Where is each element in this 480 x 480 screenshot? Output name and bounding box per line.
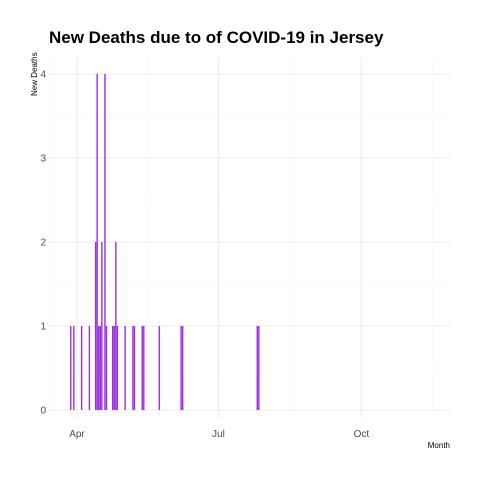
bar bbox=[70, 326, 72, 410]
bar bbox=[94, 242, 97, 410]
bar bbox=[113, 326, 115, 410]
grid bbox=[49, 57, 450, 418]
bar bbox=[258, 326, 260, 410]
bar bbox=[88, 326, 91, 410]
bar bbox=[96, 74, 98, 410]
bar bbox=[180, 326, 182, 410]
bar bbox=[133, 326, 136, 410]
bar bbox=[124, 326, 126, 410]
x-tick-label: Oct bbox=[354, 429, 370, 440]
bar bbox=[141, 326, 143, 410]
x-tick-labels: Apr Jul Oct bbox=[69, 429, 369, 440]
bar bbox=[112, 326, 114, 410]
bar bbox=[104, 74, 106, 410]
y-tick-labels: 0 1 2 3 4 bbox=[40, 70, 46, 417]
bars bbox=[70, 74, 260, 410]
bar bbox=[143, 326, 145, 410]
bar bbox=[99, 326, 101, 410]
y-tick-label: 1 bbox=[40, 322, 46, 333]
bar bbox=[105, 326, 108, 410]
x-tick-label: Apr bbox=[69, 429, 85, 440]
chart-title: New Deaths due to of COVID-19 in Jersey bbox=[49, 28, 384, 47]
x-axis-label: Month bbox=[428, 441, 450, 450]
y-tick-label: 0 bbox=[40, 406, 46, 417]
x-tick-label: Jul bbox=[212, 429, 225, 440]
bar bbox=[80, 326, 83, 410]
bar bbox=[98, 326, 100, 410]
bar bbox=[115, 242, 117, 410]
y-tick-label: 3 bbox=[40, 154, 46, 165]
bar bbox=[181, 326, 184, 410]
y-tick-label: 4 bbox=[40, 70, 46, 81]
bar bbox=[73, 326, 75, 410]
y-tick-label: 2 bbox=[40, 238, 46, 249]
bar bbox=[256, 326, 258, 410]
bar bbox=[116, 326, 119, 410]
bar bbox=[158, 326, 161, 410]
bar bbox=[132, 326, 134, 410]
bar bbox=[101, 242, 103, 410]
y-axis-label: New Deaths bbox=[30, 52, 39, 96]
